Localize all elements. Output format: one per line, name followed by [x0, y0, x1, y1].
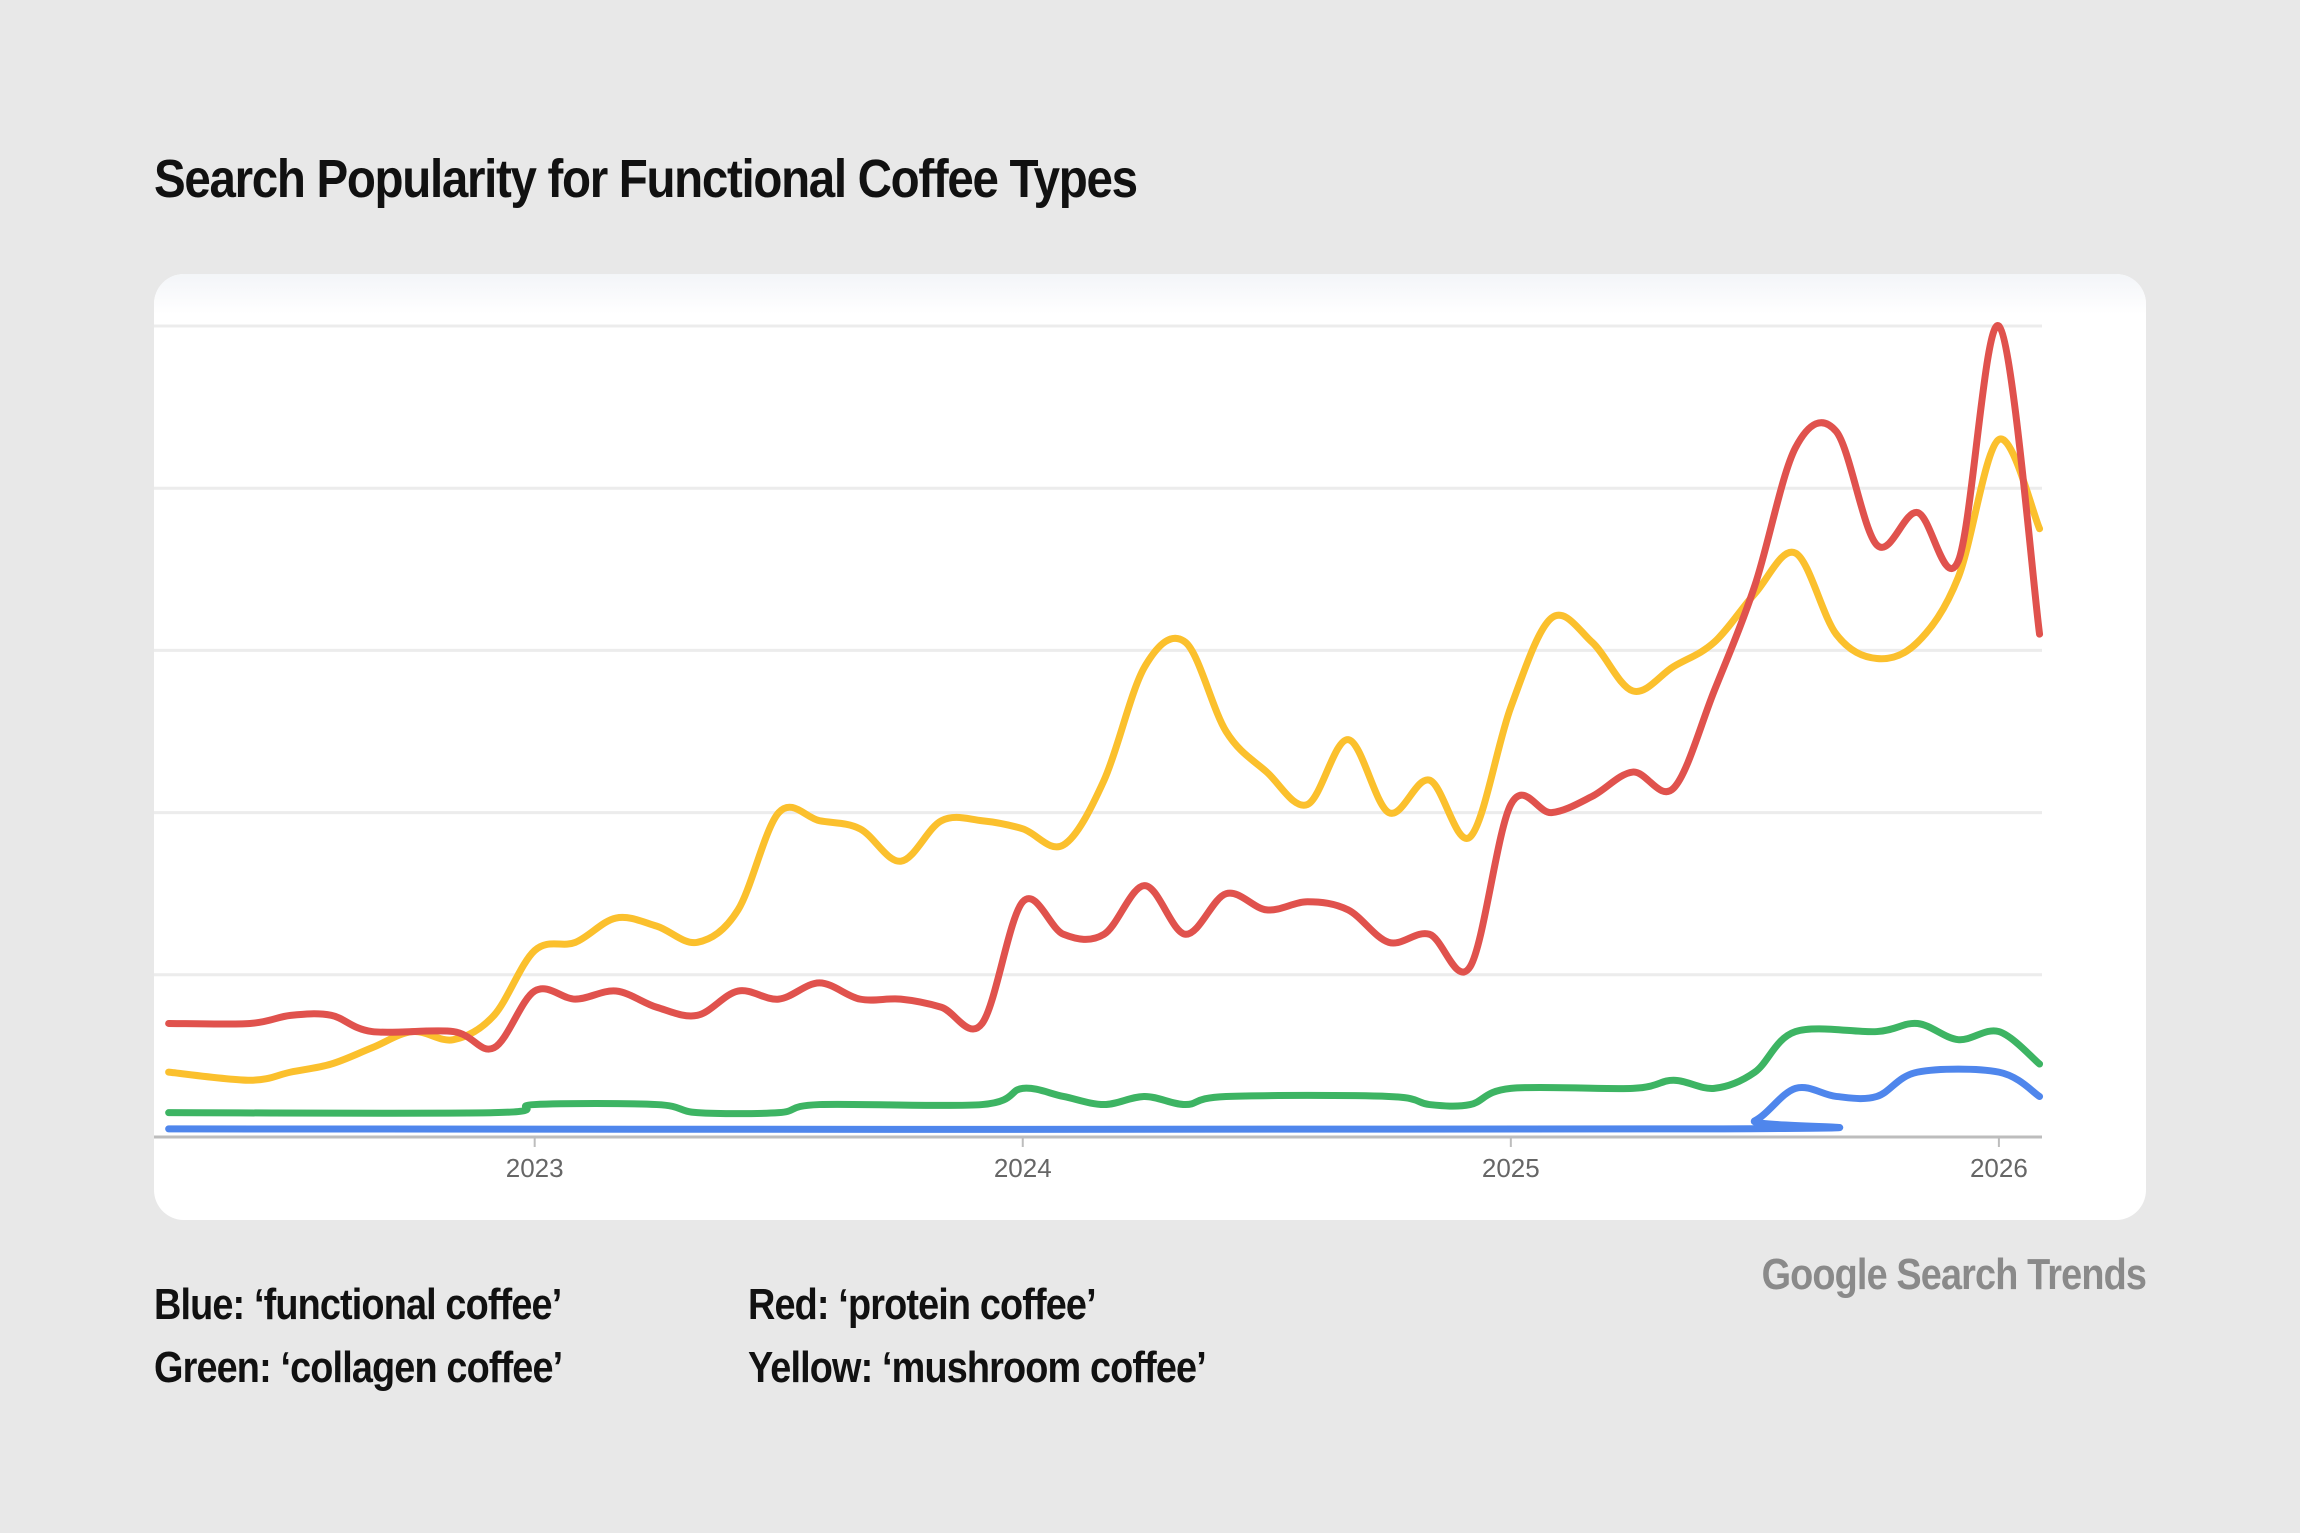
x-tick-label: 2024 [994, 1153, 1052, 1183]
series-line-functional-coffee [165, 1065, 2044, 1133]
series-line-mushroom-coffee [165, 435, 2044, 1084]
source-label: Google Search Trends [1761, 1250, 2147, 1299]
top-band [154, 274, 2146, 314]
x-tick-label: 2026 [1970, 1153, 2028, 1183]
legend-red: Red: ‘protein coffee’ [748, 1280, 1097, 1329]
series-line-protein-coffee [165, 322, 2044, 1053]
legend-yellow: Yellow: ‘mushroom coffee’ [748, 1343, 1207, 1392]
chart-card: 2023 2024 2025 2026 [154, 274, 2146, 1220]
legend-blue: Blue: ‘functional coffee’ [154, 1280, 562, 1329]
x-tick-label: 2023 [506, 1153, 564, 1183]
line-chart: 2023 2024 2025 2026 [154, 274, 2146, 1183]
legend-green: Green: ‘collagen coffee’ [154, 1343, 563, 1392]
series-line-collagen-coffee [165, 1019, 2044, 1118]
chart-title: Search Popularity for Functional Coffee … [154, 149, 1138, 209]
x-tick-label: 2025 [1482, 1153, 1540, 1183]
